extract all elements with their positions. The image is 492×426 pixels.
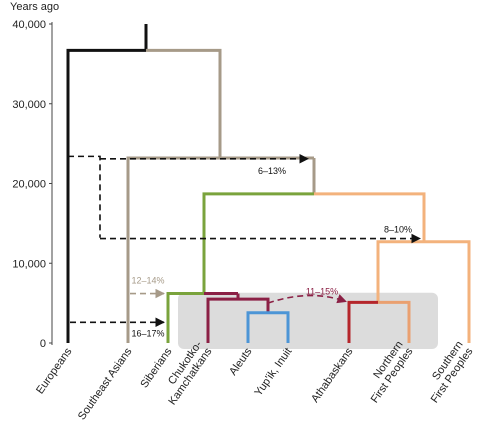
migration-label: 12–14% [131, 276, 164, 286]
migration-arrows: 6–13% 8–10% 12–14% 16–17% 11–15% [68, 153, 421, 338]
leaf-label-europeans: Europeans [34, 345, 75, 396]
leaf-label-text: Athabaskans [309, 345, 356, 404]
leaf-labels: Europeans Southeast Asians SiberiansChukot… [34, 339, 476, 423]
native-american-stem [314, 192, 426, 242]
y-axis: Years ago 0 10,000 20,000 30,000 40,000 [10, 1, 59, 350]
y-tick-label: 40,000 [12, 19, 46, 31]
leaf-label-text: Southeast Asians [76, 345, 135, 422]
shaded-box [178, 292, 438, 349]
southern-first-peoples-branch [376, 240, 471, 343]
leaf-label-text: Siberians [138, 345, 174, 390]
migration-label: 8–10% [384, 225, 412, 235]
y-tick-label: 10,000 [12, 258, 46, 270]
leaf-label-aleuts: Aleuts [227, 345, 255, 377]
leaf-label-text: Europeans [34, 345, 75, 396]
leaf-label-text: Aleuts [227, 345, 255, 377]
europeans-branch [66, 48, 146, 343]
migration-arrow [267, 294, 347, 304]
y-axis-title: Years ago [10, 1, 59, 13]
athabaskans-branch [347, 300, 378, 343]
migration-label: 6–13% [258, 166, 286, 176]
northern-first-peoples-branch [378, 300, 411, 343]
siberians-branch [166, 292, 204, 343]
leaf-label-athabaskans: Athabaskans [309, 345, 356, 404]
leaf-label-yupik: Yup'ik, Inuit [253, 346, 295, 399]
migration-label: 16–17% [131, 328, 164, 338]
leaf-label-siberians: Siberians [138, 345, 174, 390]
y-tick-label: 30,000 [12, 99, 46, 111]
y-tick-label: 20,000 [12, 179, 46, 191]
leaf-label-southeast-asians: Southeast Asians [76, 345, 135, 422]
leaf-label-text: Yup'ik, Inuit [253, 346, 295, 399]
siberian-paleo-stem [202, 192, 314, 293]
migration-label: 11–15% [306, 287, 338, 297]
asian-stem [146, 48, 222, 158]
migration-path [68, 155, 101, 238]
tree-branches [66, 24, 471, 343]
paleo-shaded-region [178, 292, 438, 349]
chukotko-branch [206, 297, 270, 343]
aleuts-yupik-branch [246, 311, 290, 343]
y-tick-label: 0 [40, 338, 46, 350]
